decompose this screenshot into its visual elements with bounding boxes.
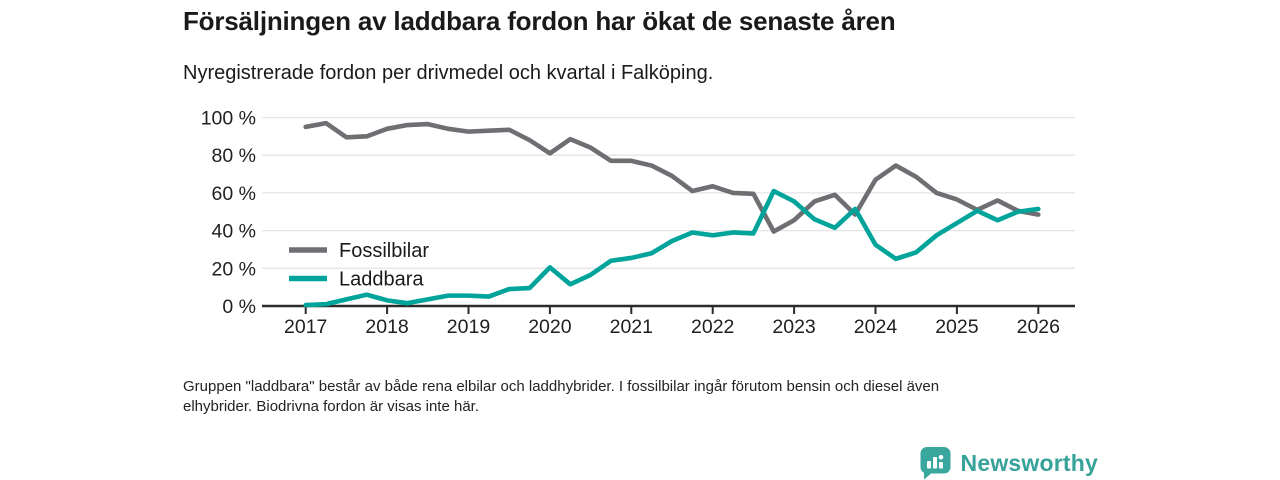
x-tick-label: 2024 — [854, 316, 898, 338]
page-title: Försäljningen av laddbara fordon har öka… — [183, 6, 896, 36]
y-tick-label: 60 % — [212, 183, 256, 205]
x-tick-label: 2017 — [284, 316, 327, 338]
footnote-line: Gruppen "laddbara" består av både rena e… — [183, 378, 940, 395]
y-tick-label: 0 % — [222, 296, 256, 318]
y-tick-label: 20 % — [212, 258, 256, 280]
series-line-fossilbilar — [303, 120, 1041, 234]
series-line-laddbara — [303, 188, 1041, 308]
y-tick-label: 40 % — [212, 221, 256, 243]
logo-wordmark: Newsworthy — [960, 449, 1098, 476]
y-tick-label: 100 % — [201, 108, 256, 130]
legend-label-fossilbilar: Fossilbilar — [339, 240, 429, 262]
newsworthy-logo: Newsworthy — [919, 446, 1098, 480]
x-tick-label: 2026 — [1017, 316, 1060, 338]
newsworthy-bar-chart-pin-icon — [920, 447, 951, 480]
footnote: Gruppen "laddbara" består av både rena e… — [183, 377, 939, 416]
x-tick-label: 2022 — [691, 316, 734, 338]
y-tick-label: 80 % — [212, 145, 256, 167]
x-tick-label: 2019 — [447, 316, 490, 338]
x-tick-label: 2021 — [610, 316, 653, 338]
footnote-line: elhybrider. Biodrivna fordon är visas in… — [183, 397, 479, 415]
legend-label-laddbara: Laddbara — [339, 269, 424, 291]
page-subtitle: Nyregistrerade fordon per drivmedel och … — [183, 62, 714, 84]
x-tick-label: 2025 — [935, 316, 979, 338]
x-tick-label: 2023 — [772, 316, 815, 338]
x-tick-label: 2020 — [528, 316, 572, 338]
x-tick-label: 2018 — [365, 316, 408, 338]
